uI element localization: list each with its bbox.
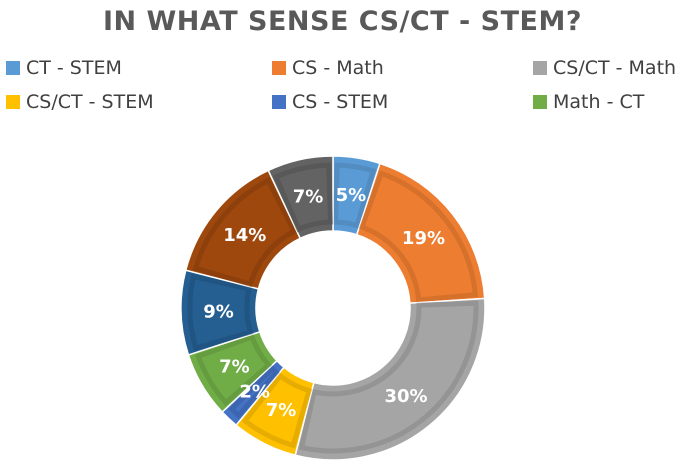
legend-item: CT - STEM: [6, 56, 122, 80]
doughnut-slice-bevel: [228, 365, 280, 419]
legend-swatch: [272, 95, 286, 109]
data-label: 5%: [336, 185, 367, 206]
legend-label: CT - STEM: [26, 57, 122, 79]
legend-item: CS - STEM: [272, 90, 388, 114]
chart-title: IN WHAT SENSE CS/CT - STEM?: [102, 6, 582, 37]
legend-item: CS/CT - Math: [533, 56, 676, 80]
legend-swatch: [6, 61, 20, 75]
doughnut-slice-bevel: [333, 162, 377, 229]
legend-label: CS - STEM: [292, 91, 389, 113]
legend-label: CS/CT - STEM: [26, 91, 154, 113]
data-label: 7%: [293, 186, 324, 207]
data-label: 30%: [384, 386, 427, 407]
legend-swatch: [272, 61, 286, 75]
doughnut-slice-bevel: [195, 333, 273, 407]
legend-label: CS/CT - Math: [553, 57, 677, 79]
legend-item: Math - CT: [533, 90, 644, 114]
doughnut-slice-bevel: [192, 177, 298, 288]
legend-swatch: [533, 95, 547, 109]
data-label: 14%: [223, 225, 266, 246]
data-label: 2%: [239, 381, 270, 402]
doughnut-slice-bevel: [187, 273, 254, 352]
doughnut-slice: [294, 297, 486, 461]
data-label: 19%: [402, 228, 445, 249]
doughnut-slice: [267, 155, 334, 240]
legend-swatch: [6, 95, 20, 109]
data-label: 7%: [219, 356, 250, 377]
legend-item: CS/CT - STEM: [6, 90, 154, 114]
doughnut-slice-bevel: [358, 170, 479, 303]
data-label: 9%: [203, 302, 234, 323]
legend-label: CS - Math: [292, 57, 384, 79]
legend-item: CS - Math: [272, 56, 384, 80]
legend-swatch: [533, 61, 547, 75]
legend-label: Math - CT: [553, 91, 645, 113]
doughnut-slice-bevel: [241, 372, 313, 449]
doughnut-slice-bevel: [272, 162, 333, 233]
chart-legend: CT - STEM CS - Math CS/CT - Math CS/CT - ST…: [0, 56, 685, 120]
doughnut-slice-bevel: [298, 300, 479, 454]
doughnut-slice: [355, 162, 486, 304]
data-label: 7%: [266, 400, 297, 421]
